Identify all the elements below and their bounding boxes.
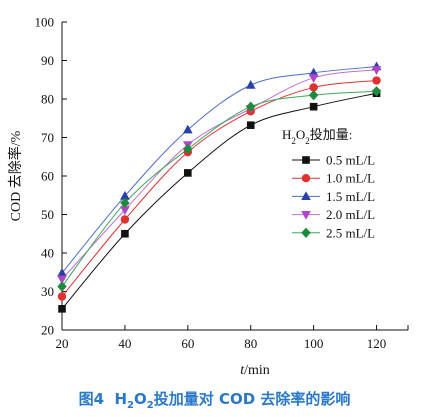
- data-point-series-2: [309, 83, 318, 92]
- data-point-series-4: [57, 275, 67, 285]
- y-tick-label: 80: [41, 92, 54, 107]
- data-point-series-4: [308, 74, 319, 84]
- y-tick-label: 20: [41, 323, 54, 338]
- caption-sub-2a: 2: [127, 400, 134, 411]
- legend: H2O2投加量:0.5 mL/L1.0 mL/L1.5 mL/L2.0 mL/L…: [282, 127, 375, 240]
- caption-sub-2b: 2: [146, 400, 154, 411]
- y-axis-title: COD 去除率/%: [7, 130, 24, 221]
- y-tick-label: 30: [41, 284, 54, 299]
- legend-label-series-2: 1.0 mL/L: [326, 171, 375, 186]
- legend-label-series-5: 2.5 mL/L: [326, 225, 375, 240]
- data-point-series-4: [120, 206, 130, 216]
- data-point-series-5: [120, 197, 130, 209]
- data-point-series-5: [183, 143, 193, 155]
- data-point-series-4: [371, 66, 382, 75]
- data-markers: [57, 61, 382, 313]
- data-point-series-3: [245, 79, 256, 89]
- y-tick-label: 60: [41, 169, 54, 184]
- legend-marker-series-2: [301, 174, 311, 183]
- legend-title-part: 投加量:: [310, 127, 353, 142]
- x-tick-label: 80: [244, 336, 257, 351]
- data-point-series-1: [121, 229, 129, 238]
- data-point-series-2: [57, 292, 67, 301]
- legend-label-series-1: 0.5 mL/L: [326, 153, 375, 168]
- data-point-series-5: [246, 101, 256, 112]
- data-point-series-1: [309, 102, 318, 111]
- x-tick-label: 120: [367, 336, 387, 351]
- x-axis-title-variable: t: [240, 363, 245, 378]
- axes: 20 30 40 50 60 70 80 90 100 20 40 60 80 100 120 t/min CO…: [7, 15, 409, 378]
- caption-o: O: [134, 390, 147, 408]
- figure-caption: 图4 H2O2投加量对 COD 去除率的影响: [0, 388, 429, 411]
- data-point-series-2: [120, 215, 130, 224]
- data-point-series-3: [120, 190, 130, 200]
- caption-figure-number: 图4: [78, 390, 105, 408]
- x-tick-label: 20: [56, 336, 69, 351]
- legend-title-part: H: [282, 127, 291, 142]
- x-tick-label: 60: [181, 336, 194, 351]
- legend-title-part: O: [296, 127, 305, 142]
- y-tick-label: 100: [35, 15, 55, 30]
- legend-title-subscript: 2: [305, 136, 310, 146]
- data-point-series-1: [246, 121, 255, 129]
- legend-title-subscript: 2: [291, 136, 296, 146]
- chart: 20 30 40 50 60 70 80 90 100 20 40 60 80 100 120 t/min CO…: [7, 15, 409, 378]
- y-tick-label: 90: [41, 53, 54, 68]
- x-tick-label: 40: [118, 336, 131, 351]
- y-tick-label: 70: [41, 130, 54, 145]
- data-point-series-2: [372, 76, 381, 85]
- data-point-series-5: [308, 89, 319, 101]
- fit-curves: [61, 66, 377, 310]
- legend-label-series-3: 1.5 mL/L: [326, 189, 375, 204]
- data-point-series-1: [184, 169, 192, 177]
- x-axis-title: t/min: [240, 363, 270, 378]
- legend-marker-series-4: [301, 211, 311, 220]
- data-point-series-1: [58, 305, 66, 313]
- legend-marker-series-1: [302, 156, 310, 164]
- data-point-series-3: [308, 67, 319, 77]
- x-axis-title-unit: /min: [244, 363, 270, 378]
- caption-text: 投加量对 COD 去除率的影响: [153, 390, 351, 408]
- data-point-series-3: [183, 124, 193, 134]
- legend-label-series-4: 2.0 mL/L: [326, 207, 375, 222]
- data-point-series-5: [57, 281, 67, 292]
- caption-h: H: [114, 390, 128, 408]
- x-tick-label: 100: [304, 336, 324, 351]
- y-tick-label: 40: [41, 246, 54, 261]
- legend-title: H2O2投加量:: [282, 127, 352, 146]
- data-point-series-5: [371, 86, 382, 97]
- y-tick-label: 50: [41, 207, 54, 222]
- legend-marker-series-3: [301, 191, 311, 200]
- legend-marker-series-5: [301, 227, 311, 238]
- data-point-series-3: [57, 267, 67, 277]
